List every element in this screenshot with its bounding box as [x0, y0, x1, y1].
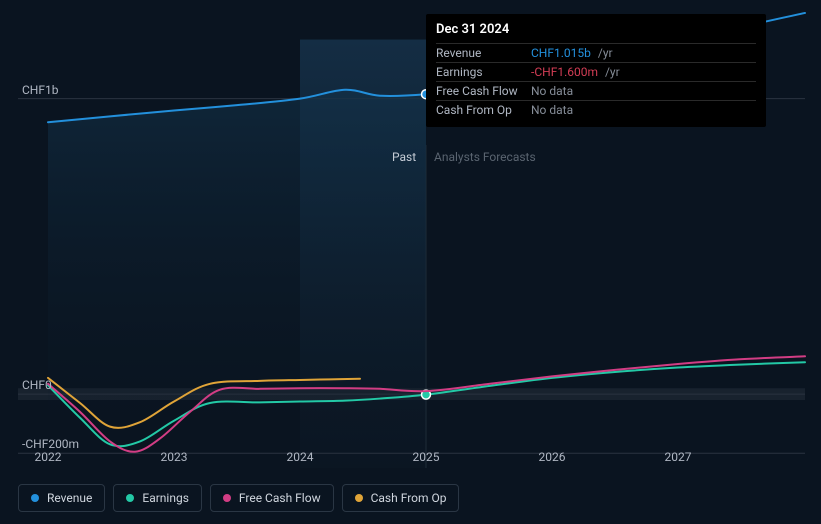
legend-item-earnings[interactable]: Earnings [113, 484, 202, 512]
legend-dot-icon [126, 494, 134, 502]
tooltip-row: Free Cash FlowNo data [436, 81, 756, 100]
y-axis-label: CHF1b [22, 83, 59, 97]
legend-label: Cash From Op [371, 491, 447, 505]
chart-legend: Revenue Earnings Free Cash Flow Cash From O… [18, 484, 459, 512]
x-axis-tick: 2024 [287, 450, 314, 464]
tooltip-row-label: Free Cash Flow [436, 84, 531, 98]
tooltip-row-label: Revenue [436, 46, 531, 60]
legend-dot-icon [355, 494, 363, 502]
chart-tooltip: Dec 31 2024 RevenueCHF1.015b /yrEarnings… [426, 14, 766, 127]
tooltip-row: Earnings-CHF1.600m /yr [436, 62, 756, 81]
tooltip-row-value: CHF1.015b /yr [531, 46, 756, 60]
tooltip-row: Cash From OpNo data [436, 100, 756, 119]
tooltip-row: RevenueCHF1.015b /yr [436, 43, 756, 62]
x-axis-tick: 2027 [665, 450, 692, 464]
tooltip-row-label: Cash From Op [436, 103, 531, 117]
legend-dot-icon [223, 494, 231, 502]
tooltip-row-label: Earnings [436, 65, 531, 79]
legend-item-revenue[interactable]: Revenue [18, 484, 105, 512]
x-axis-tick: 2025 [413, 450, 440, 464]
x-axis-tick: 2022 [35, 450, 62, 464]
tooltip-row-value: No data [531, 103, 756, 117]
legend-label: Revenue [47, 491, 92, 505]
legend-label: Free Cash Flow [239, 491, 321, 505]
legend-label: Earnings [142, 491, 189, 505]
tooltip-row-value: -CHF1.600m /yr [531, 65, 756, 79]
legend-item-cfo[interactable]: Cash From Op [342, 484, 460, 512]
legend-item-fcf[interactable]: Free Cash Flow [210, 484, 334, 512]
x-axis-tick: 2026 [539, 450, 566, 464]
y-axis-label: CHF0 [22, 378, 52, 392]
legend-dot-icon [31, 494, 39, 502]
tooltip-date: Dec 31 2024 [436, 22, 756, 37]
tooltip-row-value: No data [531, 84, 756, 98]
past-label: Past [392, 150, 416, 164]
financial-chart: CHF1bCHF0-CHF200m 2022202320242025202620… [0, 0, 821, 524]
x-axis-tick: 2023 [161, 450, 188, 464]
forecast-label: Analysts Forecasts [434, 150, 536, 164]
